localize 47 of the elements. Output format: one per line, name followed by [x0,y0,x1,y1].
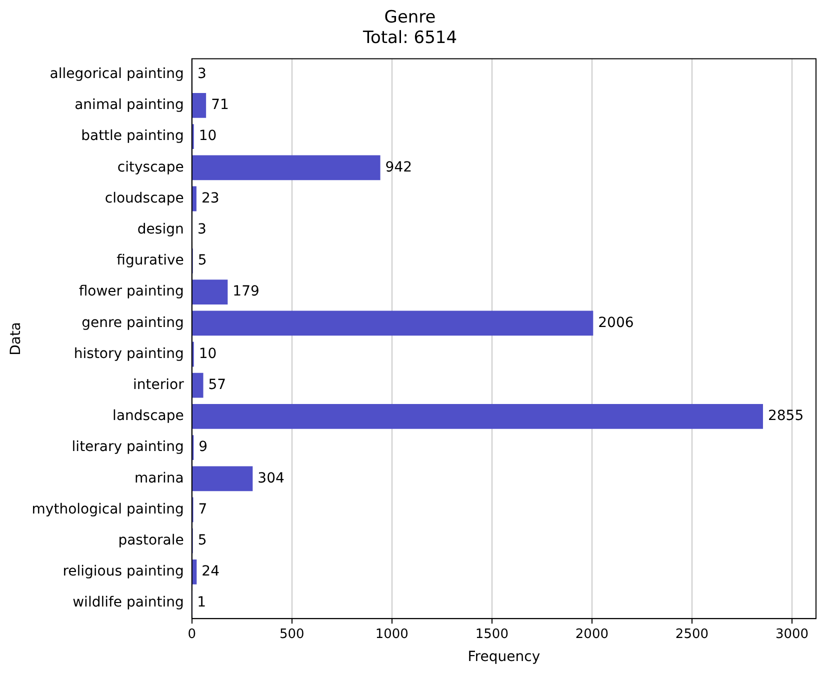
data-label: 24 [202,564,220,580]
data-label: 23 [201,190,220,206]
y-tick-label: allegorical painting [50,66,184,82]
data-label: 304 [258,470,284,486]
y-tick-label: mythological painting [32,501,184,518]
data-label: 942 [385,159,412,176]
data-label: 1 [197,594,206,611]
data-label: 3 [197,66,206,82]
y-tick-label: interior [133,376,184,393]
y-tick-label: religious painting [62,564,184,580]
y-tick-label: literary painting [72,439,184,456]
x-tick-label: 0 [188,626,196,642]
x-tick-label: 3000 [775,626,809,642]
y-tick-label: cloudscape [104,190,184,206]
data-label: 3 [197,221,206,238]
data-label: 10 [198,346,217,362]
y-tick-label: flower painting [78,284,184,300]
data-label: 10 [198,128,217,144]
data-label: 2006 [598,314,634,331]
y-tick-label: animal painting [74,97,184,114]
x-tick-label: 1000 [375,626,408,642]
y-axis-title: Data [8,322,24,356]
data-label: 9 [198,439,208,456]
data-label: 5 [198,252,207,269]
y-tick-label: marina [134,470,184,486]
chart-title: Genre [384,8,436,28]
data-label: 2855 [768,408,804,424]
y-tick-label: figurative [116,252,184,269]
chart-subtitle: Total: 6514 [362,28,458,48]
y-tick-label: wildlife painting [72,594,184,611]
y-tick-label: genre painting [82,314,184,331]
data-label: 5 [198,532,207,548]
data-label: 71 [211,97,229,114]
y-tick-label: landscape [112,408,184,424]
x-tick-label: 2500 [675,626,709,642]
y-tick-label: battle painting [81,128,184,144]
x-tick-label: 2000 [575,626,608,642]
data-label: 7 [198,501,208,518]
data-label: 179 [232,284,260,300]
x-axis-title: Frequency [468,649,540,666]
y-tick-label: cityscape [117,159,184,176]
y-tick-label: pastorale [118,532,184,548]
x-tick-label: 1500 [475,626,508,642]
data-label: 57 [208,376,226,393]
y-tick-label: design [137,221,184,238]
y-tick-label: history painting [74,346,184,362]
x-tick-label: 500 [279,626,304,642]
